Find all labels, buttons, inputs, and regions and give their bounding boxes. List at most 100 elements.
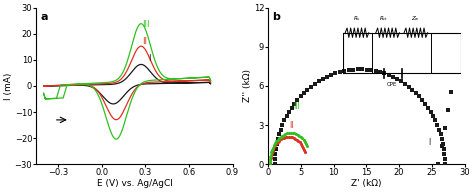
Point	[283, 135, 291, 138]
Point	[278, 134, 286, 137]
Point	[271, 163, 279, 166]
Point	[277, 138, 285, 141]
Point	[277, 128, 284, 131]
Point	[288, 106, 295, 109]
Point	[266, 156, 274, 159]
Point	[282, 136, 289, 139]
Point	[267, 153, 274, 156]
Point	[439, 143, 447, 146]
Point	[280, 133, 288, 136]
Point	[273, 143, 281, 146]
Point	[336, 70, 344, 74]
Point	[271, 142, 279, 145]
Point	[438, 145, 446, 148]
Point	[270, 144, 278, 147]
Point	[363, 68, 371, 71]
Point	[297, 95, 304, 98]
Point	[345, 69, 352, 72]
Text: b: b	[272, 12, 280, 22]
Point	[354, 68, 361, 71]
Point	[349, 68, 357, 71]
Point	[304, 144, 311, 147]
Point	[294, 133, 301, 136]
Point	[270, 147, 277, 151]
Point	[279, 137, 286, 140]
Point	[273, 142, 281, 145]
Point	[447, 91, 455, 94]
Point	[267, 159, 274, 162]
Point	[301, 148, 308, 151]
Point	[274, 140, 282, 143]
Point	[271, 158, 279, 161]
X-axis label: Z' (kΩ): Z' (kΩ)	[351, 179, 382, 188]
Point	[405, 85, 412, 88]
Point	[272, 144, 279, 147]
Point	[275, 133, 283, 136]
Point	[272, 148, 280, 151]
Point	[289, 132, 296, 135]
Point	[268, 152, 275, 155]
Point	[441, 153, 448, 156]
Point	[401, 82, 409, 85]
Point	[385, 73, 392, 76]
Point	[275, 139, 283, 142]
Point	[291, 132, 298, 135]
Point	[294, 139, 302, 142]
Point	[301, 140, 309, 143]
Y-axis label: Z'' (kΩ): Z'' (kΩ)	[243, 70, 252, 103]
Y-axis label: I (mA): I (mA)	[4, 72, 13, 100]
Text: I: I	[428, 138, 431, 147]
Point	[421, 102, 429, 105]
Point	[266, 161, 273, 164]
Point	[300, 146, 307, 149]
Point	[280, 136, 288, 139]
Point	[300, 139, 308, 142]
Point	[281, 119, 288, 122]
Point	[299, 137, 306, 140]
Point	[393, 77, 401, 80]
Text: a: a	[40, 12, 48, 22]
Point	[435, 163, 442, 166]
Point	[267, 151, 275, 154]
Point	[282, 132, 289, 135]
Point	[285, 132, 293, 135]
Point	[271, 146, 278, 149]
Point	[437, 133, 445, 136]
Point	[285, 135, 292, 138]
Point	[358, 68, 366, 71]
Point	[438, 138, 446, 141]
Point	[298, 144, 306, 147]
Point	[293, 138, 301, 141]
Point	[367, 69, 375, 72]
Point	[302, 142, 310, 145]
Point	[273, 140, 280, 143]
Point	[415, 95, 423, 98]
Point	[434, 123, 441, 127]
Point	[267, 156, 274, 160]
Point	[293, 98, 301, 101]
Text: III: III	[293, 103, 300, 112]
Point	[266, 161, 274, 164]
Point	[340, 69, 348, 72]
Text: III: III	[143, 20, 150, 29]
Point	[323, 75, 331, 78]
Point	[275, 137, 283, 140]
Point	[277, 135, 284, 138]
Point	[435, 128, 443, 131]
Point	[292, 137, 299, 140]
Point	[376, 70, 384, 74]
Point	[269, 150, 276, 153]
Point	[424, 106, 432, 109]
Text: II: II	[289, 121, 294, 130]
Point	[311, 82, 319, 85]
Text: II: II	[143, 37, 147, 46]
Point	[292, 132, 300, 136]
Point	[419, 98, 426, 101]
Point	[296, 134, 303, 137]
Point	[440, 148, 447, 151]
Point	[297, 136, 305, 139]
Point	[441, 163, 449, 166]
Point	[290, 137, 298, 140]
Point	[331, 72, 339, 75]
Point	[279, 123, 286, 127]
